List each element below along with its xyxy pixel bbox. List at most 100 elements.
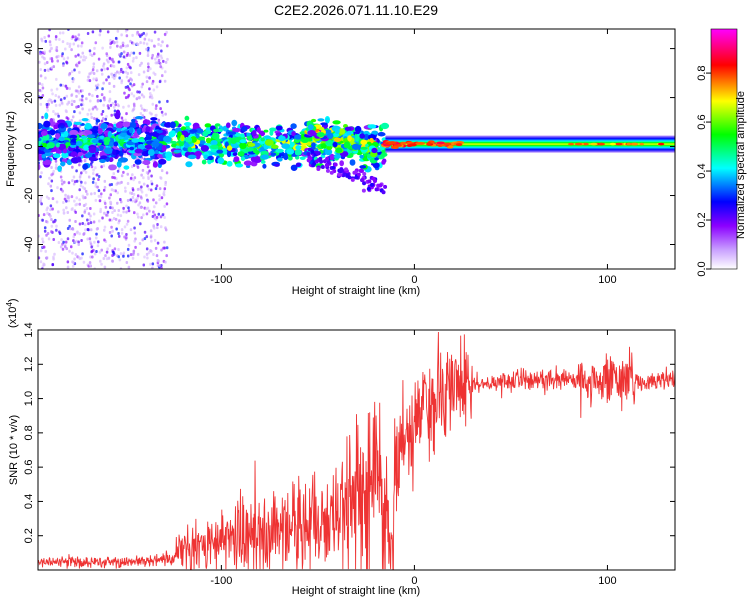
noise-cell: [117, 234, 121, 238]
band-cell: [240, 156, 246, 162]
noise-cell: [81, 185, 85, 189]
band-cell: [189, 129, 198, 133]
band-cell: [263, 129, 269, 133]
noise-cell: [79, 55, 83, 59]
noise-cell: [119, 214, 123, 218]
noise-cell: [157, 42, 160, 46]
band-cell: [194, 150, 202, 157]
band-cell: [294, 149, 302, 156]
noise-cell: [41, 218, 44, 222]
band-cell: [339, 160, 344, 167]
noise-cell: [145, 193, 148, 197]
noise-cell: [113, 76, 116, 80]
carrier-band: [385, 135, 675, 153]
noise-cell: [39, 74, 43, 78]
noise-cell: [42, 262, 45, 266]
noise-cell: [83, 158, 87, 162]
band-cell: [250, 156, 257, 162]
band-cell: [42, 142, 48, 148]
noise-cell: [146, 256, 149, 260]
carrier-cell: [415, 141, 426, 145]
noise-cell: [50, 179, 54, 183]
noise-cell: [133, 226, 136, 230]
noise-cell: [87, 228, 90, 232]
noise-cell: [112, 105, 116, 109]
band-cell: [200, 144, 209, 152]
tail-cell: [352, 170, 357, 175]
noise-cell: [116, 169, 120, 173]
noise-cell: [117, 209, 121, 213]
snr-xtick-label: -100: [210, 575, 232, 587]
band-cell: [334, 128, 340, 135]
noise-cell: [62, 63, 65, 67]
noise-cell: [92, 72, 96, 76]
band-cell: [58, 136, 65, 142]
noise-cell: [145, 252, 149, 256]
noise-cell: [146, 184, 149, 188]
noise-cell: [109, 201, 113, 205]
noise-cell: [62, 200, 65, 204]
noise-cell: [80, 238, 83, 242]
noise-cell: [90, 245, 93, 249]
noise-cell: [138, 33, 141, 37]
carrier-cell: [590, 142, 598, 146]
band-cell: [65, 142, 71, 147]
noise-cell: [110, 225, 113, 229]
band-cell: [70, 151, 78, 158]
band-cell: [252, 147, 258, 154]
band-cell: [246, 147, 254, 152]
band-cell: [260, 160, 266, 164]
noise-cell: [127, 209, 131, 213]
tail-cell: [362, 171, 367, 176]
noise-cell: [63, 180, 66, 184]
noise-cell: [43, 36, 46, 40]
noise-cell: [72, 235, 76, 239]
noise-cell: [77, 85, 81, 89]
noise-cell: [124, 29, 128, 33]
noise-cell: [114, 72, 117, 76]
band-cell: [169, 121, 176, 129]
noise-cell: [55, 87, 59, 91]
noise-cell: [71, 264, 75, 268]
noise-cell: [122, 206, 125, 210]
noise-cell: [130, 92, 134, 96]
noise-cell: [72, 260, 75, 264]
noise-cell: [140, 61, 143, 65]
band-cell: [63, 130, 69, 138]
noise-cell: [61, 40, 65, 44]
noise-cell: [84, 170, 88, 174]
noise-cell: [154, 246, 158, 250]
band-cell: [344, 126, 352, 132]
noise-cell: [103, 211, 106, 215]
noise-cell: [131, 33, 134, 37]
noise-cell: [140, 85, 144, 89]
tail-cell: [316, 166, 321, 171]
noise-cell: [38, 82, 42, 86]
noise-cell: [94, 198, 98, 202]
noise-cell: [78, 222, 82, 226]
noise-cell: [132, 42, 135, 46]
carrier-cell: [626, 142, 632, 146]
noise-cell: [164, 183, 167, 187]
tail-cell: [356, 172, 361, 177]
noise-cell: [159, 65, 162, 69]
noise-cell: [103, 201, 107, 205]
noise-cell: [129, 191, 132, 195]
noise-cell: [115, 227, 118, 231]
noise-cell: [91, 30, 95, 34]
snr-xtick-label: 0: [411, 575, 417, 587]
noise-cell: [82, 168, 85, 172]
band-cell: [225, 122, 231, 129]
noise-cell: [152, 44, 156, 48]
noise-cell: [131, 173, 134, 177]
figure-title: C2E2.2026.071.11.10.E29: [274, 2, 438, 18]
band-cell: [359, 165, 367, 169]
noise-cell: [57, 210, 60, 214]
noise-cell: [93, 252, 97, 256]
noise-cell: [152, 252, 155, 256]
band-cell: [99, 158, 106, 164]
band-cell: [216, 149, 224, 154]
snr-exponent: (x104): [5, 298, 19, 328]
tail-cell: [337, 172, 342, 177]
snr-ytick-label: 1.2: [23, 357, 35, 372]
